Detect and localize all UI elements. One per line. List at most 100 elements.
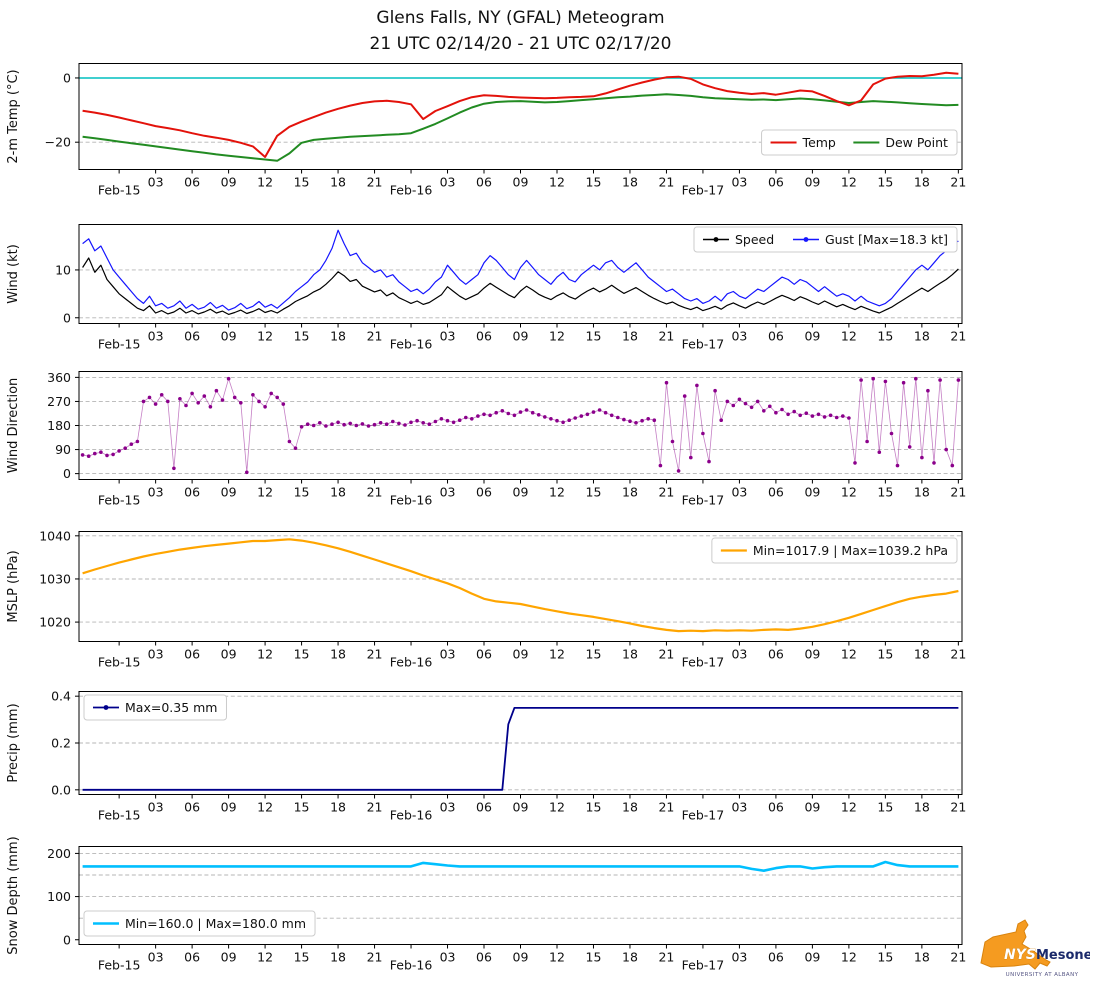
series-point-wind-direction xyxy=(488,413,492,418)
series-point-wind-direction xyxy=(299,425,304,429)
x-tick-label: 03 xyxy=(440,950,456,965)
y-tick-label: 200 xyxy=(47,846,71,861)
chart-title: Glens Falls, NY (GFAL) Meteogram 21 UTC … xyxy=(79,5,962,57)
logo-nys-text: NYS xyxy=(1004,947,1036,963)
x-tick-label: 12 xyxy=(257,329,273,344)
x-tick-label: 21 xyxy=(950,647,966,662)
series-point-wind-direction xyxy=(366,424,371,428)
x-tick-label: 06 xyxy=(476,800,492,815)
series-point-wind-direction xyxy=(737,397,742,402)
x-tick-label: 15 xyxy=(586,950,602,965)
series-point-wind-direction xyxy=(257,399,261,404)
x-tick-label: 15 xyxy=(294,950,310,965)
series-point-wind-direction xyxy=(938,378,942,382)
series-point-wind-direction xyxy=(360,422,365,426)
series-point-wind-direction xyxy=(129,442,134,446)
x-tick-label: 03 xyxy=(148,329,164,344)
series-point-wind-direction xyxy=(147,395,152,400)
series-point-wind-direction xyxy=(883,379,888,384)
x-tick-label: 03 xyxy=(731,800,747,815)
legend-marker xyxy=(803,237,809,242)
y-axis-label: Snow Depth (mm) xyxy=(6,836,21,954)
x-tick-label: 15 xyxy=(294,175,310,190)
series-point-wind-direction xyxy=(196,401,200,405)
x-tick-label: 09 xyxy=(513,329,529,344)
x-tick-label: 18 xyxy=(330,485,346,500)
x-tick-label: 09 xyxy=(221,485,237,500)
series-point-wind-direction xyxy=(634,421,638,425)
x-tick-label: 09 xyxy=(804,485,820,500)
series-point-wind-direction xyxy=(622,417,626,422)
x-tick-label: 06 xyxy=(768,800,784,815)
x-tick-label: 06 xyxy=(768,485,784,500)
x-tick-label: 18 xyxy=(914,950,930,965)
series-point-wind-direction xyxy=(397,421,401,426)
x-tick-label: 09 xyxy=(221,647,237,662)
legend-label: Max=0.35 mm xyxy=(125,700,217,715)
x-tick-label: 18 xyxy=(622,800,638,815)
series-point-wind-direction xyxy=(768,404,772,409)
x-tick-label: 12 xyxy=(549,175,565,190)
x-tick-label: 18 xyxy=(330,800,346,815)
x-tick-label: 03 xyxy=(731,175,747,190)
series-speed xyxy=(82,257,959,316)
x-tick-label: 21 xyxy=(950,175,966,190)
x-tick-label: 12 xyxy=(841,329,857,344)
series-dew-point xyxy=(82,93,959,162)
x-tick-label: 21 xyxy=(658,175,674,190)
series-point-wind-direction xyxy=(214,388,219,393)
x-tick-label: 18 xyxy=(330,175,346,190)
series-point-wind-direction xyxy=(901,380,906,385)
x-tick-label: 18 xyxy=(330,950,346,965)
x-tick-label: 15 xyxy=(294,485,310,500)
x-tick-label: 12 xyxy=(841,175,857,190)
series-point-wind-direction xyxy=(439,417,444,421)
x-tick-label: 03 xyxy=(148,800,164,815)
x-tick-label: 21 xyxy=(658,485,674,500)
x-tick-label: 12 xyxy=(257,485,273,500)
legend-label: Min=1017.9 | Max=1039.2 hPa xyxy=(753,543,948,558)
series-point-wind-direction xyxy=(853,461,857,465)
chart-title-line2: 21 UTC 02/14/20 - 21 UTC 02/17/20 xyxy=(369,34,672,54)
series-point-wind-direction xyxy=(828,413,833,418)
x-tick-label: 18 xyxy=(330,329,346,344)
series-point-wind-direction xyxy=(780,407,784,412)
x-tick-label: 06 xyxy=(768,329,784,344)
legend: Min=1017.9 | Max=1039.2 hPa xyxy=(720,543,948,558)
x-tick-label: 12 xyxy=(257,950,273,965)
y-tick-label: 0.2 xyxy=(51,736,71,751)
ny-state-shape xyxy=(980,919,1051,970)
series-point-wind-direction xyxy=(640,418,644,423)
x-tick-label: Feb-16 xyxy=(390,337,433,352)
series-point-wind-direction xyxy=(859,378,863,382)
series-point-wind-direction xyxy=(743,401,748,406)
x-tick-label: 09 xyxy=(513,485,529,500)
series-point-wind-direction xyxy=(226,376,231,381)
x-tick-label: 21 xyxy=(367,647,383,662)
y-tick-label: 0.0 xyxy=(51,782,71,797)
x-tick-label: 06 xyxy=(184,485,200,500)
x-tick-label: 09 xyxy=(804,329,820,344)
x-tick-label: 12 xyxy=(841,800,857,815)
x-tick-label: Feb-16 xyxy=(390,493,433,508)
series-point-wind-direction xyxy=(482,412,486,417)
y-axis-label: Wind Direction xyxy=(6,378,21,474)
x-tick-label: 06 xyxy=(768,175,784,190)
x-tick-label: 09 xyxy=(513,800,529,815)
series-point-wind-direction xyxy=(956,378,961,382)
x-tick-label: 09 xyxy=(804,950,820,965)
x-tick-label: Feb-17 xyxy=(682,808,725,823)
series-point-wind-direction xyxy=(652,418,657,422)
series-point-wind-direction xyxy=(762,409,766,413)
x-tick-label: 15 xyxy=(586,485,602,500)
x-tick-label: 21 xyxy=(950,950,966,965)
x-tick-label: 18 xyxy=(914,175,930,190)
x-tick-label: 03 xyxy=(731,647,747,662)
series-point-wind-direction xyxy=(512,413,517,418)
x-tick-label: 15 xyxy=(294,647,310,662)
x-tick-label: 15 xyxy=(294,329,310,344)
y-tick-label: 90 xyxy=(55,442,71,457)
y-tick-label: 0 xyxy=(63,310,71,325)
chart-title-line1: Glens Falls, NY (GFAL) Meteogram xyxy=(376,8,665,28)
